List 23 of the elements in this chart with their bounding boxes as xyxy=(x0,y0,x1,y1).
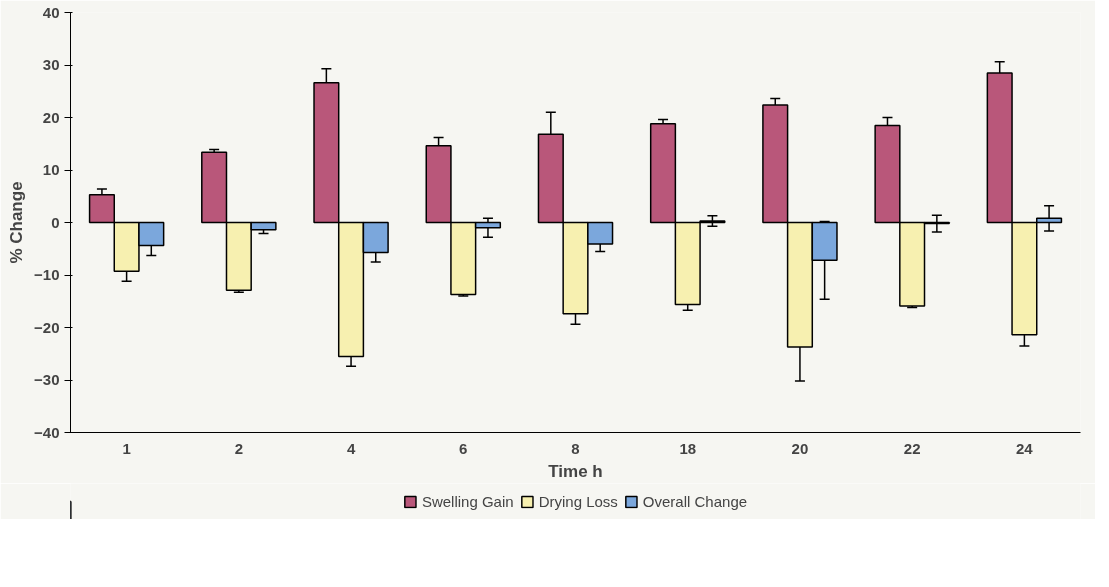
y-tick-label: −20 xyxy=(34,318,60,336)
x-tick-label: 22 xyxy=(903,439,921,457)
y-tick-label: 0 xyxy=(51,213,60,231)
x-tick-label: 8 xyxy=(571,439,580,457)
x-tick-label: 4 xyxy=(346,439,356,457)
y-tick-label: 10 xyxy=(42,161,60,178)
y-tick-label: −40 xyxy=(34,423,60,441)
y-tick-label: 30 xyxy=(42,56,60,73)
y-axis-title: % Change xyxy=(7,181,27,264)
y-tick-label: −10 xyxy=(34,266,60,283)
y-tick-label: 40 xyxy=(42,3,60,21)
y-tick-label: −30 xyxy=(34,371,60,388)
x-tick-label: 1 xyxy=(122,439,131,457)
x-axis-title: Time h xyxy=(548,461,603,481)
x-tick-label: 18 xyxy=(679,439,697,457)
x-tick-label: 2 xyxy=(234,439,244,457)
x-tick-label: 6 xyxy=(459,439,468,457)
legend-label: Swelling Gain xyxy=(421,492,514,510)
x-tick-label: 24 xyxy=(1016,439,1034,457)
x-tick-label: 20 xyxy=(791,439,809,457)
y-tick-label: 20 xyxy=(42,108,60,126)
legend-label: Overall Change xyxy=(642,492,748,510)
legend-label: Drying Loss xyxy=(538,492,618,510)
